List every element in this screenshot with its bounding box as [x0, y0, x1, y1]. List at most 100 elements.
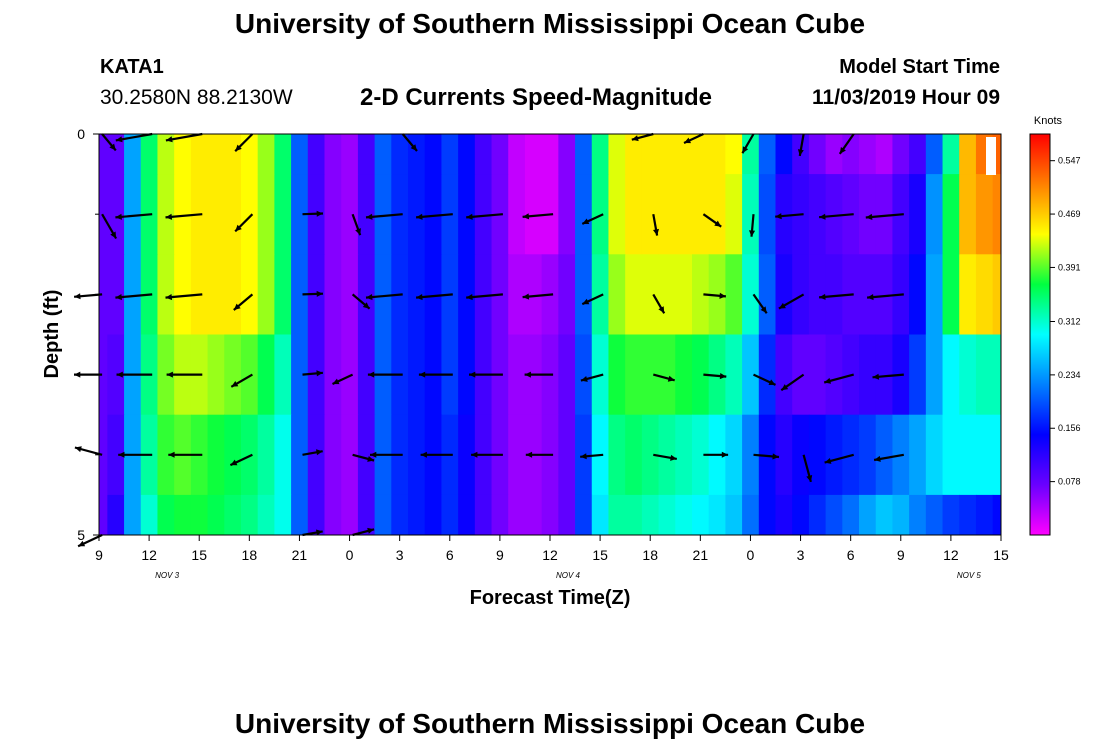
- heatmap-cell: [224, 134, 242, 175]
- heatmap-cell: [691, 414, 710, 496]
- heatmap-cell: [725, 254, 743, 335]
- heatmap-cell: [174, 494, 192, 535]
- heatmap-cell: [825, 174, 843, 255]
- heatmap-cell: [875, 174, 894, 255]
- heatmap-cell: [758, 254, 777, 335]
- current-vector-head: [580, 376, 588, 382]
- current-vector-head: [719, 292, 726, 299]
- heatmap-cell: [792, 414, 810, 496]
- current-vector-head: [806, 475, 813, 482]
- heatmap-cell: [99, 414, 108, 496]
- heatmap-cell: [775, 414, 793, 496]
- heatmap-cell: [207, 174, 225, 255]
- heatmap-cell: [742, 174, 760, 255]
- date-label: NOV 3: [155, 571, 180, 580]
- current-vector-head: [367, 527, 375, 534]
- heatmap-cell: [975, 174, 994, 255]
- heatmap-cell: [99, 334, 108, 416]
- heatmap-cell: [374, 174, 392, 255]
- heatmap-cell: [291, 334, 309, 416]
- heatmap-cell: [207, 494, 225, 535]
- x-tick-label: 15: [191, 547, 207, 563]
- heatmap-cell: [758, 334, 777, 416]
- heatmap-cell: [274, 174, 292, 255]
- heatmap-cell: [491, 134, 509, 175]
- x-tick-label: 12: [943, 547, 959, 563]
- current-vector-head: [74, 293, 81, 300]
- heatmap-cell: [608, 134, 626, 175]
- current-vector-head: [522, 293, 530, 300]
- current-vector-head: [580, 453, 587, 460]
- heatmap-cell: [775, 254, 793, 335]
- heatmap-cell: [925, 254, 944, 335]
- heatmap-cell: [608, 334, 626, 416]
- x-tick-label: 3: [396, 547, 404, 563]
- heatmap-cell: [408, 174, 426, 255]
- current-vector-head: [797, 149, 804, 156]
- heatmap-cell: [190, 134, 209, 175]
- heatmap-cell: [708, 174, 726, 255]
- colorbar-tick-label: 0.391: [1058, 262, 1081, 272]
- current-vector-head: [582, 298, 590, 305]
- heatmap-cell: [575, 254, 593, 335]
- heatmap-cell: [190, 494, 209, 535]
- heatmap-cell: [725, 494, 743, 535]
- heatmap-cell: [992, 254, 1001, 335]
- current-vector-head: [74, 371, 81, 378]
- heatmap-cell: [524, 174, 543, 255]
- heatmap-cell: [742, 254, 760, 335]
- heatmap-cell: [374, 134, 392, 175]
- heatmap-cell: [992, 174, 1001, 255]
- heatmap-cell: [124, 174, 142, 255]
- heatmap-cell: [341, 254, 359, 335]
- heatmap-cell: [909, 494, 927, 535]
- heatmap-cell: [608, 414, 626, 496]
- heatmap-cell: [942, 494, 960, 535]
- heatmap-cell: [157, 494, 175, 535]
- heatmap-cell: [408, 134, 426, 175]
- current-vector-head: [471, 451, 478, 458]
- heatmap-cell: [124, 134, 142, 175]
- colorbar-tick-label: 0.234: [1058, 370, 1081, 380]
- heatmap-cell: [207, 414, 225, 496]
- heatmap-cell: [792, 494, 810, 535]
- heatmap-cell: [758, 134, 777, 175]
- heatmap-cell: [508, 494, 526, 535]
- x-tick-label: 18: [642, 547, 658, 563]
- heatmap-cell: [157, 334, 175, 416]
- heatmap-cell: [341, 134, 359, 175]
- current-vector-head: [316, 449, 323, 456]
- heatmap-cell: [808, 494, 827, 535]
- heatmap-cell: [391, 134, 409, 175]
- heatmap-cell: [558, 174, 576, 255]
- current-vector-head: [165, 294, 173, 301]
- heatmap-cell: [742, 334, 760, 416]
- current-vector-head: [410, 144, 417, 151]
- current-vector-head: [420, 451, 427, 458]
- heatmap-cell: [909, 414, 927, 496]
- colorbar-tick-label: 0.469: [1058, 209, 1081, 219]
- heatmap-cell: [875, 334, 894, 416]
- heatmap-cell: [357, 174, 376, 255]
- heatmap-cell: [691, 134, 710, 175]
- current-vector-head: [74, 446, 82, 453]
- x-tick-label: 15: [993, 547, 1009, 563]
- current-vector-head: [742, 146, 749, 154]
- heatmap-cell: [140, 494, 159, 535]
- heatmap-cell: [474, 494, 493, 535]
- current-vector-head: [670, 454, 677, 461]
- heatmap-cell: [458, 174, 476, 255]
- current-vector-head: [367, 456, 375, 462]
- heatmap-cell: [625, 414, 643, 496]
- current-vector-head: [231, 381, 239, 387]
- current-vector-head: [466, 294, 473, 301]
- x-tick-label: 9: [95, 547, 103, 563]
- current-vector-head: [775, 213, 782, 220]
- colorbar-tick-label: 0.312: [1058, 316, 1081, 326]
- heatmap-cell: [975, 334, 994, 416]
- heatmap-cell: [424, 134, 443, 175]
- heatmap-cell: [909, 174, 927, 255]
- colorbar-tick-label: 0.078: [1058, 477, 1081, 487]
- heatmap-cell: [575, 494, 593, 535]
- heatmap-cell: [324, 334, 342, 416]
